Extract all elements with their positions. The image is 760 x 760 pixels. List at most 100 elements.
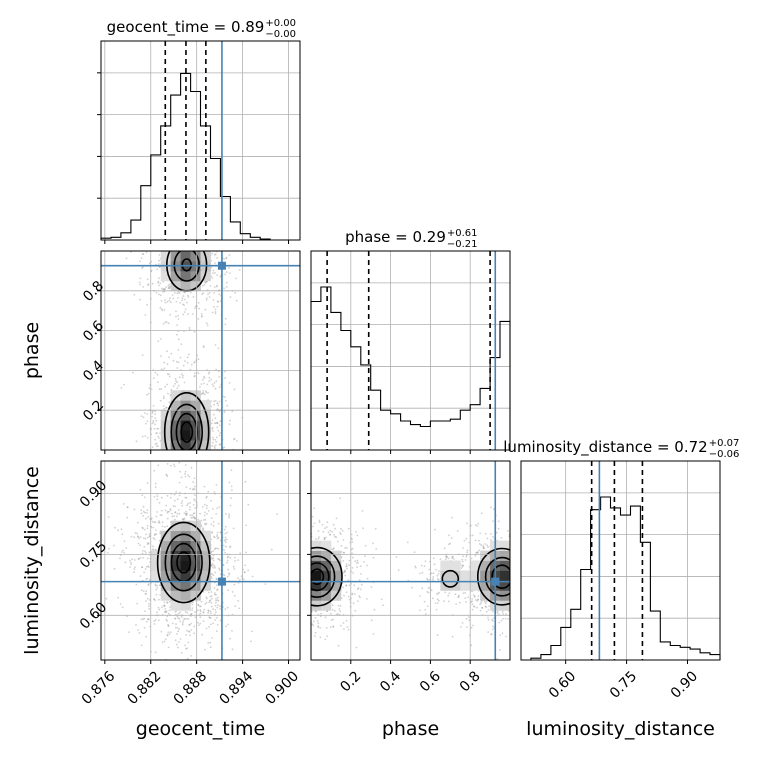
scatter-point [302, 551, 304, 553]
scatter-point [332, 626, 335, 628]
scatter-point [493, 617, 495, 619]
density-cell [311, 540, 322, 551]
density-cell [330, 570, 342, 581]
scatter-point [210, 591, 213, 593]
scatter-point [175, 218, 177, 220]
scatter-point [350, 533, 353, 536]
scatter-point [187, 630, 190, 633]
scatter-point [211, 277, 214, 279]
scatter-point [224, 532, 227, 535]
scatter-point [137, 542, 140, 545]
scatter-point [147, 542, 150, 545]
scatter-point [175, 315, 177, 318]
scatter-point [305, 590, 307, 592]
scatter-point [197, 621, 199, 624]
scatter-point [166, 634, 169, 637]
scatter-point [438, 570, 440, 572]
scatter-point [320, 612, 322, 615]
scatter-point [176, 633, 178, 635]
scatter-point [229, 556, 232, 559]
scatter-point [225, 545, 227, 548]
scatter-point [190, 629, 193, 631]
scatter-point [308, 578, 310, 580]
scatter-point [516, 622, 518, 624]
scatter-point [215, 229, 217, 231]
scatter-point [554, 588, 556, 590]
scatter-point [145, 533, 147, 536]
scatter-point [517, 608, 519, 610]
scatter-point [438, 599, 440, 602]
scatter-point [186, 301, 188, 304]
scatter-point [179, 666, 181, 668]
scatter-point [525, 562, 527, 564]
scatter-point [330, 612, 332, 615]
scatter-point [154, 533, 156, 536]
scatter-point [153, 598, 156, 600]
scatter-point [274, 557, 276, 559]
scatter-point [324, 638, 327, 641]
scatter-point [201, 457, 203, 459]
scatter-point [154, 583, 157, 586]
scatter-point [165, 474, 168, 476]
scatter-point [525, 552, 527, 554]
scatter-point [212, 574, 215, 576]
scatter-point [517, 527, 519, 529]
scatter-point [559, 591, 561, 593]
scatter-point [374, 527, 377, 530]
scatter-point [237, 577, 239, 579]
x-tick-label: 0.4 [377, 668, 404, 695]
scatter-point [163, 464, 165, 466]
scatter-point [213, 292, 216, 294]
scatter-point [468, 616, 470, 618]
scatter-point [150, 269, 153, 272]
scatter-point [163, 288, 165, 291]
scatter-point [165, 618, 168, 621]
scatter-point [154, 371, 157, 374]
scatter-point [513, 573, 515, 575]
scatter-point [185, 647, 187, 650]
scatter-point [164, 488, 166, 490]
scatter-point [217, 370, 220, 373]
scatter-point [141, 566, 144, 569]
scatter-point [171, 294, 174, 296]
scatter-point [279, 606, 281, 608]
scatter-point [263, 588, 265, 590]
scatter-point [437, 573, 440, 575]
scatter-point [181, 504, 184, 507]
scatter-point [235, 277, 237, 280]
scatter-point [156, 428, 159, 430]
x-tick-label: 0.90 [668, 668, 701, 701]
density-cell [160, 590, 172, 601]
scatter-point [206, 486, 208, 488]
scatter-point [306, 564, 308, 566]
scatter-point [343, 570, 346, 573]
scatter-point [155, 445, 158, 448]
scatter-point [278, 549, 280, 551]
scatter-point [295, 552, 297, 554]
scatter-point [212, 524, 215, 527]
scatter-point [556, 599, 558, 601]
scatter-point [308, 592, 310, 594]
scatter-point [270, 548, 273, 551]
scatter-point [217, 232, 219, 234]
panel-frame [100, 250, 301, 451]
scatter-point [421, 571, 424, 574]
scatter-point [340, 545, 343, 547]
scatter-point [271, 612, 273, 614]
scatter-point [174, 377, 177, 380]
scatter-point [191, 607, 194, 609]
scatter-point [162, 280, 165, 283]
scatter-point [198, 456, 200, 458]
scatter-point [210, 183, 212, 185]
scatter-point [550, 574, 552, 576]
scatter-point [511, 603, 513, 605]
scatter-point [139, 557, 142, 559]
scatter-point [170, 205, 172, 207]
scatter-point [415, 566, 417, 569]
scatter-point [212, 272, 214, 274]
scatter-point [203, 463, 205, 465]
scatter-point [184, 473, 186, 475]
scatter-point [164, 509, 167, 512]
scatter-point [159, 282, 162, 285]
scatter-point [143, 458, 145, 460]
